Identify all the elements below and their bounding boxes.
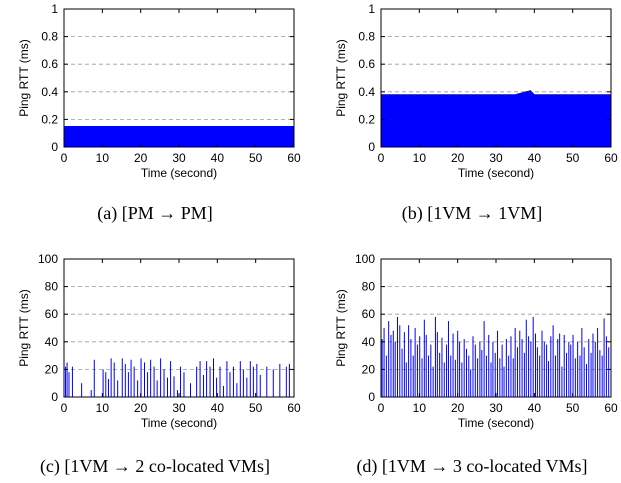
ytick-label-a-1: 0.2 xyxy=(41,112,58,126)
ytick-label-d-1: 20 xyxy=(362,362,376,376)
xtick-label-d-4: 40 xyxy=(528,401,542,415)
caption-d: (d) [1VM → 3 co-located VMs] xyxy=(356,456,588,476)
area-series-a xyxy=(63,126,295,148)
ytick-label-a-5: 1 xyxy=(51,2,58,16)
xtick-label-d-2: 20 xyxy=(451,401,465,415)
xtick-label-a-6: 60 xyxy=(287,151,301,165)
xtick-label-c-4: 40 xyxy=(211,401,225,415)
xtick-label-a-2: 20 xyxy=(134,151,148,165)
x-axis-label-b: Time (second) xyxy=(458,166,534,180)
area-series-b xyxy=(380,90,612,148)
xtick-label-c-1: 10 xyxy=(96,401,110,415)
ytick-label-b-3: 0.6 xyxy=(358,57,375,71)
y-axis-label-c: Ping RTT (ms) xyxy=(17,289,31,367)
caption-b: (b) [1VM → 1VM] xyxy=(401,203,543,223)
ytick-label-b-1: 0.2 xyxy=(358,112,375,126)
ytick-label-d-5: 100 xyxy=(355,252,375,266)
ytick-label-c-5: 100 xyxy=(38,252,58,266)
xtick-label-a-5: 50 xyxy=(249,151,263,165)
xtick-label-b-3: 30 xyxy=(489,151,503,165)
xtick-label-b-0: 0 xyxy=(378,151,385,165)
ytick-label-b-2: 0.4 xyxy=(358,85,375,99)
xtick-label-d-1: 10 xyxy=(413,401,427,415)
xtick-label-a-4: 40 xyxy=(211,151,225,165)
ytick-label-d-0: 0 xyxy=(368,390,375,404)
ytick-label-b-5: 1 xyxy=(368,2,375,16)
ytick-label-a-0: 0 xyxy=(51,140,58,154)
xtick-label-c-5: 50 xyxy=(249,401,263,415)
ytick-label-a-3: 0.6 xyxy=(41,57,58,71)
xtick-label-d-3: 30 xyxy=(489,401,503,415)
plot-frame-c xyxy=(63,258,295,398)
y-axis-label-a: Ping RTT (ms) xyxy=(17,39,31,117)
ytick-label-b-0: 0 xyxy=(368,140,375,154)
xtick-label-d-5: 50 xyxy=(566,401,580,415)
x-axis-label-a: Time (second) xyxy=(141,166,217,180)
x-axis-label-c: Time (second) xyxy=(141,416,217,430)
xtick-label-b-4: 40 xyxy=(528,151,542,165)
xtick-label-a-3: 30 xyxy=(172,151,186,165)
y-axis-label-b: Ping RTT (ms) xyxy=(334,39,348,117)
xtick-label-b-2: 20 xyxy=(451,151,465,165)
xtick-label-d-0: 0 xyxy=(378,401,385,415)
caption-c: (c) [1VM → 2 co-located VMs] xyxy=(39,456,271,476)
xtick-label-a-0: 0 xyxy=(61,151,68,165)
xtick-label-c-0: 0 xyxy=(61,401,68,415)
xtick-label-d-6: 60 xyxy=(604,401,618,415)
xtick-label-c-2: 20 xyxy=(134,401,148,415)
xtick-label-b-5: 50 xyxy=(566,151,580,165)
ytick-label-c-1: 20 xyxy=(45,362,59,376)
ytick-label-d-3: 60 xyxy=(362,307,376,321)
xtick-label-c-6: 60 xyxy=(287,401,301,415)
ytick-label-b-4: 0.8 xyxy=(358,30,375,44)
y-axis-label-d: Ping RTT (ms) xyxy=(334,289,348,367)
ytick-label-d-4: 80 xyxy=(362,280,376,294)
x-axis-label-d: Time (second) xyxy=(458,416,534,430)
ytick-label-c-2: 40 xyxy=(45,335,59,349)
xtick-label-b-1: 10 xyxy=(413,151,427,165)
ytick-label-d-2: 40 xyxy=(362,335,376,349)
ytick-label-c-0: 0 xyxy=(51,390,58,404)
xtick-label-c-3: 30 xyxy=(172,401,186,415)
ytick-label-c-4: 80 xyxy=(45,280,59,294)
caption-a: (a) [PM → PM] xyxy=(97,203,213,223)
ytick-label-a-4: 0.8 xyxy=(41,30,58,44)
ytick-label-c-3: 60 xyxy=(45,307,59,321)
chart-c: 0 20 40 60 80 100 0 10 20 30 40 50 60 Time (second) Pi… xyxy=(17,252,301,430)
xtick-label-b-6: 60 xyxy=(604,151,618,165)
ytick-label-a-2: 0.4 xyxy=(41,85,58,99)
xtick-label-a-1: 10 xyxy=(96,151,110,165)
chart-d: 0 20 40 60 80 100 0 10 20 30 40 50 60 Time (second) Pi… xyxy=(334,252,618,430)
